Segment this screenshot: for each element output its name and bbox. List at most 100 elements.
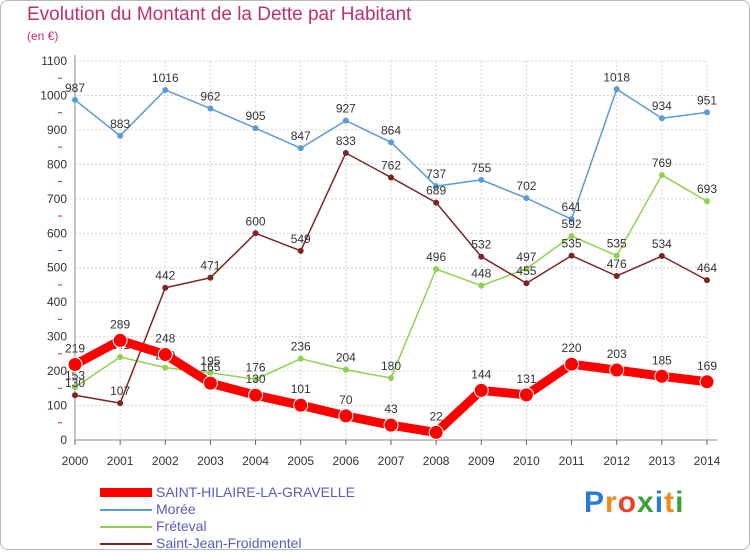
data-label: 1018 (603, 70, 630, 84)
axes (74, 55, 717, 441)
data-point (568, 252, 575, 259)
series-2: 1532412101951762362041804964484975925357… (65, 156, 717, 391)
y-tick-label: 100 (47, 399, 67, 413)
data-label: 131 (516, 372, 536, 386)
data-label: 951 (697, 93, 717, 107)
data-label: 600 (246, 214, 266, 228)
data-point (342, 117, 349, 124)
data-label: 144 (471, 367, 491, 381)
data-point (72, 96, 78, 103)
data-label: 535 (607, 237, 627, 251)
data-point (207, 105, 214, 112)
data-point (72, 384, 78, 391)
data-label: 180 (381, 359, 401, 373)
x-axis-ticks: 2000 2001 2002 2003 2004 2005 2006 2007 2008 2009… (62, 440, 721, 468)
data-label: 497 (516, 250, 536, 264)
x-tick-label: 2011 (559, 454, 585, 468)
data-label: 496 (426, 250, 446, 264)
data-point (388, 139, 394, 146)
data-point (157, 347, 173, 363)
data-label: 864 (381, 123, 401, 137)
data-point (523, 195, 530, 202)
data-label: 169 (697, 359, 717, 373)
data-label: 549 (291, 232, 311, 246)
y-tick-label: 200 (47, 364, 67, 378)
data-label: 101 (291, 382, 311, 396)
data-label: 755 (471, 161, 491, 175)
data-point (297, 145, 304, 152)
data-point (699, 374, 715, 390)
data-point (117, 353, 124, 360)
data-label: 702 (516, 179, 536, 193)
series-0: 219 289 248 165 130 101 70 43 22 144 131 220 203 185 1… (65, 317, 717, 440)
logo-letter: P (584, 486, 606, 519)
data-label: 762 (381, 158, 401, 172)
data-point (162, 86, 169, 93)
data-point (252, 230, 259, 237)
data-point (433, 199, 440, 206)
data-label: 962 (200, 90, 220, 104)
x-tick-label: 2008 (423, 454, 450, 468)
data-label: 592 (562, 217, 582, 231)
y-tick-label: 300 (47, 330, 67, 344)
logo-letter: r (605, 486, 618, 519)
data-point (564, 356, 580, 372)
data-point (704, 277, 710, 284)
data-point (518, 387, 534, 403)
logo-letter: o (617, 486, 638, 519)
data-point (252, 376, 259, 383)
data-label: 737 (426, 167, 446, 181)
data-label: 927 (336, 102, 356, 116)
data-point (658, 172, 665, 179)
data-label: 693 (697, 182, 717, 196)
data-point (112, 332, 128, 348)
data-label: 476 (607, 257, 627, 271)
y-tick-label: 1000 (40, 88, 67, 102)
data-point (207, 369, 214, 376)
data-label: 107 (110, 384, 130, 398)
data-label: 847 (291, 129, 311, 143)
data-point (207, 274, 214, 281)
data-point (658, 253, 665, 260)
data-point (433, 183, 440, 190)
x-tick-label: 2006 (333, 454, 360, 468)
data-label: 204 (336, 351, 356, 365)
data-point (72, 392, 78, 399)
logo-letter: i (675, 486, 685, 519)
data-point (67, 357, 83, 373)
y-axis-ticks: 0 100 200 300 400 500 600 700 800 900 1000 1100 (40, 54, 67, 447)
data-point (342, 366, 349, 373)
data-point (704, 198, 710, 205)
data-point (248, 387, 264, 403)
series-3: 130 107 442 471 600 549 833 762 689 532 455 535 476 5… (65, 134, 717, 407)
x-tick-label: 2004 (242, 454, 269, 468)
data-point (473, 382, 489, 398)
data-point (342, 149, 349, 156)
data-point (609, 362, 625, 378)
data-point (613, 252, 620, 259)
legend-swatch (100, 542, 152, 545)
legend-swatch (100, 508, 152, 511)
data-label: 535 (562, 237, 582, 251)
y-tick-label: 400 (47, 295, 67, 309)
line-chart: 0 100 200 300 400 500 600 700 800 900 1000 1100 200… (40, 54, 721, 468)
data-label: 43 (384, 402, 398, 416)
x-tick-label: 2000 (62, 454, 89, 468)
data-point (613, 272, 620, 279)
x-tick-label: 2002 (152, 454, 179, 468)
legend-swatch (100, 488, 152, 497)
data-point (478, 176, 485, 183)
x-tick-label: 2001 (107, 454, 134, 468)
data-point (523, 280, 530, 287)
data-point (478, 282, 485, 289)
data-point (162, 364, 169, 371)
data-point (388, 374, 394, 381)
logo-letter: i (654, 486, 665, 519)
data-label: 448 (471, 267, 491, 281)
data-label: 641 (562, 200, 582, 214)
logo-letter: t (664, 486, 676, 519)
data-label: 130 (65, 376, 85, 390)
data-label: 455 (516, 264, 536, 278)
data-point (433, 266, 440, 273)
data-label: 1016 (152, 71, 179, 85)
